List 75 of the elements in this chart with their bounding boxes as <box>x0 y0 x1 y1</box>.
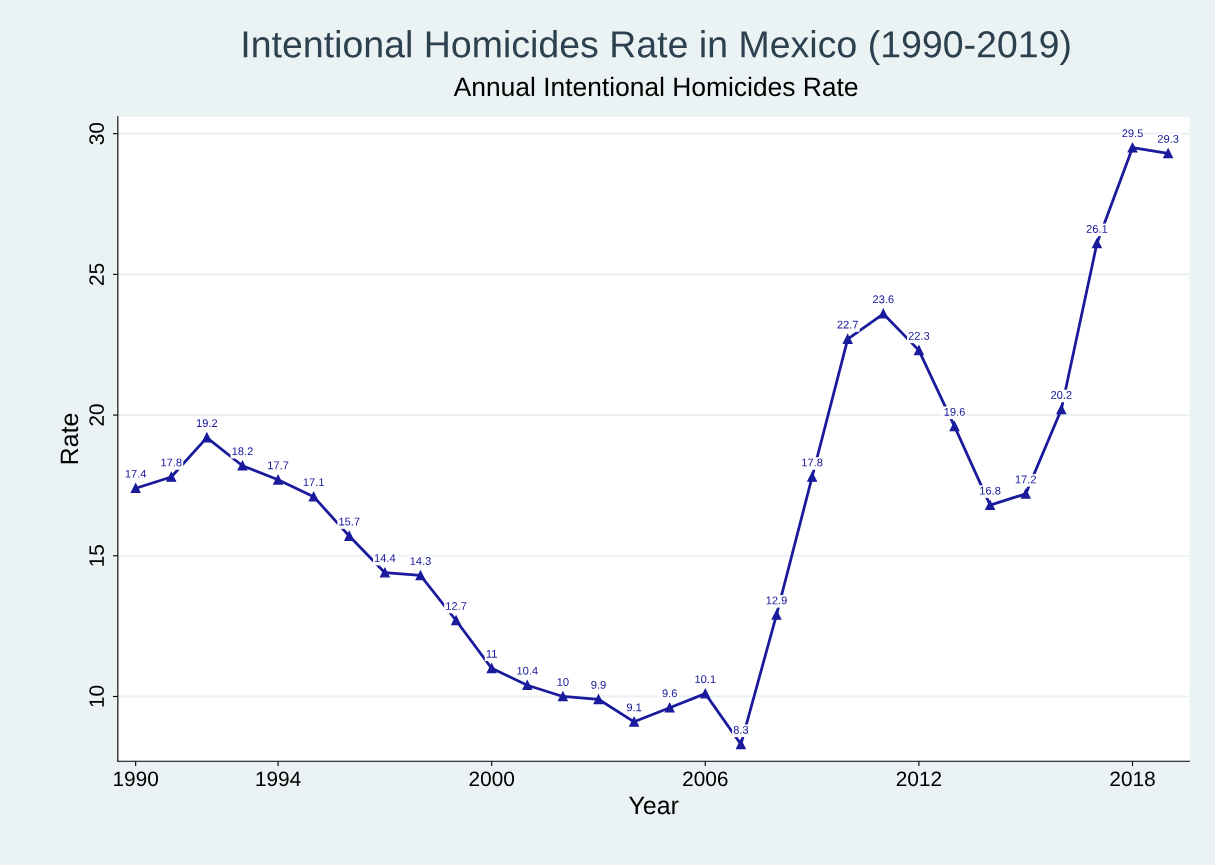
x-tick-label: 2018 <box>1110 771 1155 787</box>
point <box>914 345 924 356</box>
data-label: 9.9 <box>591 680 606 689</box>
data-label: 10.4 <box>517 666 538 675</box>
point <box>949 421 960 432</box>
data-label: 29.3 <box>1157 134 1179 143</box>
point <box>415 570 426 581</box>
point <box>664 702 675 713</box>
data-label: 8.3 <box>733 725 749 734</box>
data-label: 14.3 <box>410 557 431 565</box>
point <box>842 334 853 344</box>
data-label: 22.7 <box>837 320 858 329</box>
y-tick-label: 25 <box>89 263 105 285</box>
point <box>166 472 177 482</box>
point <box>130 483 141 494</box>
y-tick-label: 20 <box>89 404 105 426</box>
data-label: 17.7 <box>268 461 289 470</box>
data-label: 12.9 <box>766 596 787 605</box>
data-label: 17.8 <box>802 458 823 467</box>
data-label: 17.1 <box>303 478 324 487</box>
data-label: 22.3 <box>908 331 930 340</box>
point <box>201 432 212 443</box>
x-tick-label: 2012 <box>896 771 942 787</box>
data-label: 9.1 <box>626 703 642 712</box>
y-tick-label: 10 <box>89 685 105 707</box>
point <box>558 691 568 702</box>
x-tick-label: 2006 <box>683 771 728 787</box>
point <box>522 680 533 691</box>
point <box>736 739 746 750</box>
data-label: 17.8 <box>161 458 182 467</box>
point <box>1092 238 1102 249</box>
x-tick-label: 1990 <box>114 771 159 787</box>
point <box>273 474 283 485</box>
point <box>1056 404 1067 415</box>
data-label: 15.7 <box>339 517 360 526</box>
data-label: 19.6 <box>944 407 965 416</box>
point <box>771 610 782 620</box>
data-label: 9.6 <box>662 689 677 698</box>
point <box>344 531 355 541</box>
chart-title: Intentional Homicides Rate in Mexico (1990-2019) <box>243 30 1070 66</box>
x-axis-title: Year <box>628 796 679 815</box>
point <box>1163 148 1173 159</box>
data-label: 18.2 <box>232 447 253 456</box>
x-tick-label: 2000 <box>469 771 515 787</box>
point <box>486 663 497 674</box>
data-label: 20.2 <box>1051 391 1072 399</box>
data-label: 12.7 <box>446 602 467 610</box>
point <box>1127 142 1138 153</box>
point <box>985 500 995 510</box>
point <box>1020 489 1031 499</box>
data-label: 16.8 <box>980 486 1001 495</box>
point <box>237 460 248 471</box>
data-label: 29.5 <box>1122 129 1143 138</box>
data-label: 23.6 <box>873 295 894 304</box>
point <box>593 694 604 705</box>
data-label: 11 <box>486 650 497 658</box>
point <box>807 472 817 482</box>
data-label: 10 <box>557 678 569 686</box>
data-label: 17.4 <box>125 469 147 478</box>
data-label: 26.1 <box>1086 225 1108 233</box>
y-tick-label: 30 <box>89 122 105 145</box>
data-label: 17.2 <box>1015 475 1036 484</box>
data-label: 10.1 <box>695 675 716 684</box>
point <box>700 688 711 699</box>
point <box>451 615 461 626</box>
point <box>629 716 639 727</box>
chart-subtitle: Annual Intentional Homicides Rate <box>453 76 858 97</box>
point <box>308 491 319 502</box>
y-axis-title: Rate <box>60 413 79 464</box>
point <box>380 567 390 578</box>
data-label: 14.4 <box>374 554 396 563</box>
point <box>878 308 889 319</box>
y-tick-label: 15 <box>89 545 105 566</box>
x-tick-label: 1994 <box>256 771 301 787</box>
data-label: 19.2 <box>196 419 218 428</box>
